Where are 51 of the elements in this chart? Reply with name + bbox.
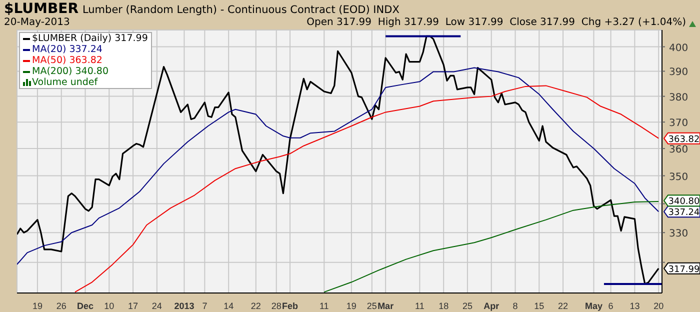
y-tick-label: 350 xyxy=(669,172,688,183)
x-tick-label: Apr xyxy=(484,300,500,311)
y-tick-label: 370 xyxy=(669,118,688,130)
data-label: 317.99 xyxy=(668,264,700,275)
chart-title: $LUMBER xyxy=(4,1,78,17)
y-tick-label: 380 xyxy=(669,92,688,104)
line-series xyxy=(324,200,660,293)
x-tick-label: 22 xyxy=(558,300,568,311)
x-tick-label: 26 xyxy=(56,300,66,311)
y-tick-label: 330 xyxy=(669,228,688,240)
x-tick-label: May xyxy=(584,300,603,311)
x-tick-label: 22 xyxy=(250,300,261,311)
y-tick-label: 400 xyxy=(669,42,688,54)
x-tick-label: 8 xyxy=(512,300,518,311)
x-tick-label: 18 xyxy=(438,300,449,311)
data-label: 337.24 xyxy=(668,208,700,218)
x-tick-label: 13 xyxy=(630,300,640,311)
x-tick-label: Feb xyxy=(282,300,299,311)
legend-label: MA(200) 340.80 xyxy=(32,66,109,77)
x-tick-label: 25 xyxy=(462,300,472,311)
text: Open 317.99 High 317.99 Low 317.99 Close 317.99 Chg +3.27 (+1.04%) xyxy=(306,17,686,28)
x-tick-label: 19 xyxy=(32,300,42,311)
line-series xyxy=(17,67,660,265)
x-tick-label: 20 xyxy=(654,300,664,311)
x-tick-label: 11 xyxy=(319,300,329,311)
legend-label: $LUMBER (Daily) 317.99 xyxy=(32,33,148,44)
x-tick-label: 25 xyxy=(366,300,377,311)
x-tick-label: 24 xyxy=(152,300,162,311)
legend-label: MA(20) 337.24 xyxy=(32,44,102,55)
text: 20-May-2013 xyxy=(4,17,70,28)
y-tick-label: 390 xyxy=(669,67,688,78)
x-tick-label: 17 xyxy=(128,300,138,311)
line-series xyxy=(17,35,660,285)
x-tick-label: Mar xyxy=(378,300,394,311)
x-tick-label: Dec xyxy=(76,300,94,311)
line-series xyxy=(74,85,660,293)
x-tick-label: 2013 xyxy=(174,300,194,311)
legend-label: MA(50) 363.82 xyxy=(32,55,102,66)
x-tick-label: 14 xyxy=(224,300,234,311)
chart-subtitle: Lumber (Random Length) - Continuous Contract (EOD) INDX xyxy=(82,4,400,16)
x-tick-label: 10 xyxy=(104,300,114,311)
annotation: Volume undef xyxy=(32,77,98,88)
y-tick-label: 360 xyxy=(669,144,688,156)
data-label: 363.82 xyxy=(668,134,700,145)
data-label: 340.80 xyxy=(668,197,700,208)
x-tick-label: 7 xyxy=(202,300,208,311)
x-tick-label: 28 xyxy=(271,300,282,311)
x-tick-label: 15 xyxy=(534,300,544,311)
x-tick-label: 19 xyxy=(346,300,356,311)
x-tick-label: 11 xyxy=(415,300,424,311)
x-tick-label: 6 xyxy=(608,300,614,311)
